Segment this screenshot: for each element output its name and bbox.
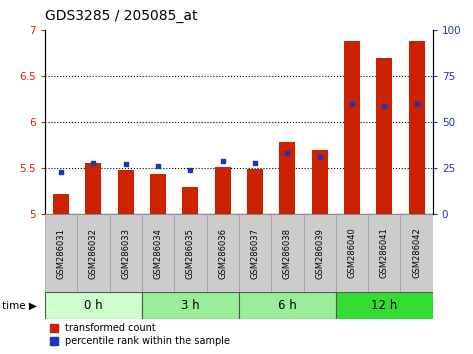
Bar — [53, 194, 69, 214]
Text: GSM286035: GSM286035 — [186, 228, 195, 279]
Bar — [304, 214, 336, 292]
Legend: transformed count, percentile rank within the sample: transformed count, percentile rank withi… — [50, 324, 230, 346]
Bar — [85, 162, 102, 214]
Point — [122, 162, 130, 167]
Text: GSM286036: GSM286036 — [218, 228, 227, 279]
Bar — [401, 214, 433, 292]
Bar — [368, 214, 401, 292]
Bar — [142, 214, 174, 292]
Bar — [344, 41, 360, 214]
Text: GSM286041: GSM286041 — [380, 228, 389, 279]
Bar — [45, 292, 142, 319]
Text: GSM286037: GSM286037 — [251, 228, 260, 279]
Text: 3 h: 3 h — [181, 299, 200, 312]
Bar — [150, 174, 166, 214]
Bar — [118, 170, 134, 214]
Point — [186, 167, 194, 173]
Bar — [239, 292, 336, 319]
Bar — [336, 292, 433, 319]
Text: GDS3285 / 205085_at: GDS3285 / 205085_at — [45, 9, 197, 23]
Text: GSM286040: GSM286040 — [348, 228, 357, 279]
Point — [154, 164, 162, 169]
Point — [219, 158, 227, 164]
Bar — [376, 58, 393, 214]
Point — [380, 103, 388, 108]
Bar — [182, 187, 199, 214]
Point — [90, 160, 97, 165]
Point — [348, 101, 356, 107]
Point — [284, 150, 291, 156]
Text: time ▶: time ▶ — [2, 300, 37, 310]
Point — [57, 169, 65, 175]
Point — [413, 101, 420, 107]
Text: 12 h: 12 h — [371, 299, 397, 312]
Bar — [207, 214, 239, 292]
Bar — [110, 214, 142, 292]
Bar — [247, 169, 263, 214]
Text: GSM286034: GSM286034 — [154, 228, 163, 279]
Bar — [336, 214, 368, 292]
Point — [316, 154, 324, 160]
Bar — [215, 167, 231, 214]
Text: GSM286038: GSM286038 — [283, 228, 292, 279]
Text: GSM286042: GSM286042 — [412, 228, 421, 279]
Text: 6 h: 6 h — [278, 299, 297, 312]
Bar — [142, 292, 239, 319]
Point — [251, 160, 259, 165]
Bar — [239, 214, 271, 292]
Text: GSM286031: GSM286031 — [57, 228, 66, 279]
Bar — [271, 214, 304, 292]
Bar — [409, 41, 425, 214]
Text: GSM286033: GSM286033 — [121, 228, 130, 279]
Text: GSM286039: GSM286039 — [315, 228, 324, 279]
Text: 0 h: 0 h — [84, 299, 103, 312]
Bar — [174, 214, 207, 292]
Bar — [45, 214, 77, 292]
Bar — [312, 150, 328, 214]
Text: GSM286032: GSM286032 — [89, 228, 98, 279]
Bar — [279, 142, 296, 214]
Bar — [77, 214, 110, 292]
